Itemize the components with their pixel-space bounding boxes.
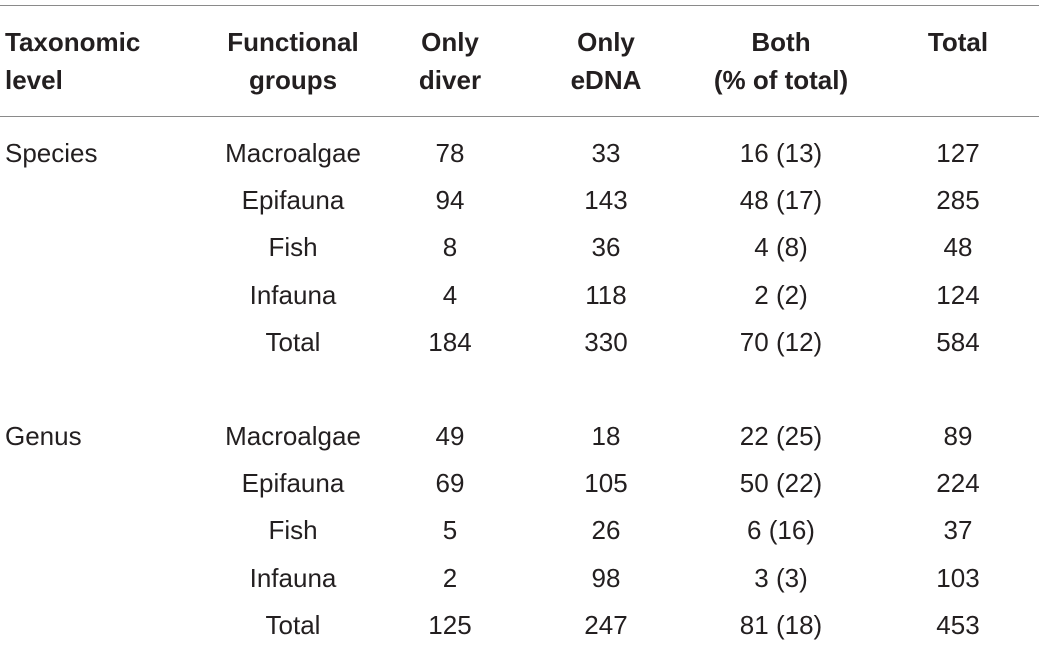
- table-cell: 81 (18): [739, 609, 823, 640]
- table-cell: Total: [265, 609, 321, 640]
- table-cell: 330: [584, 326, 628, 357]
- header-cell: Total: [927, 27, 989, 57]
- header-rule: [0, 116, 1039, 117]
- header-cell: groups: [248, 65, 338, 95]
- table-cell: 48 (17): [739, 185, 823, 216]
- table-cell: Macroalgae: [225, 138, 361, 168]
- table-cell: 6 (16): [747, 515, 815, 546]
- table-cell: 16 (13): [739, 138, 823, 168]
- table-cell: 49: [435, 421, 465, 451]
- table-cell: 247: [584, 609, 628, 640]
- table-cell: 37: [943, 515, 973, 546]
- table-cell: 18: [591, 421, 621, 451]
- table-cell: 4: [442, 279, 458, 310]
- table-cell: 5: [442, 515, 458, 546]
- table-cell: 127: [936, 138, 980, 168]
- table-cell: 453: [936, 609, 980, 640]
- table-cell: 224: [936, 468, 980, 499]
- top-rule: [0, 5, 1039, 6]
- table-cell: Fish: [268, 232, 318, 263]
- table-cell: 26: [591, 515, 621, 546]
- header-cell: diver: [418, 65, 482, 95]
- table-cell: 105: [584, 468, 628, 499]
- table-cell: 94: [435, 185, 465, 216]
- table-cell: 2 (2): [754, 279, 808, 310]
- table-cell: 143: [584, 185, 628, 216]
- table-cell: 98: [591, 562, 621, 593]
- table-cell: Fish: [268, 515, 318, 546]
- header-cell: Only: [421, 27, 479, 57]
- table-cell: 69: [435, 468, 465, 499]
- table-cell: 8: [442, 232, 458, 263]
- header-cell: Only: [577, 27, 635, 57]
- table-cell: 70 (12): [739, 326, 823, 357]
- table-cell: 125: [428, 609, 472, 640]
- table-cell: Epifauna: [241, 468, 345, 499]
- table-cell: 118: [585, 279, 627, 310]
- table-cell: 33: [591, 138, 621, 168]
- table-cell: Infauna: [249, 279, 337, 310]
- table-cell: 103: [936, 562, 980, 593]
- table-cell: 48: [943, 232, 973, 263]
- table-cell: 2: [442, 562, 458, 593]
- header-cell: level: [5, 65, 63, 95]
- header-cell: Functional: [227, 27, 359, 57]
- level-cell: Species: [5, 138, 98, 168]
- table-cell: Total: [265, 326, 321, 357]
- table-cell: 22 (25): [739, 421, 823, 451]
- header-cell: eDNA: [570, 65, 642, 95]
- table-cell: 285: [936, 185, 980, 216]
- table-cell: 78: [435, 138, 465, 168]
- header-cell: Taxonomic: [5, 27, 141, 57]
- level-cell: Genus: [5, 421, 82, 451]
- table-cell: 36: [591, 232, 621, 263]
- header-cell: (% of total): [713, 65, 849, 95]
- table-cell: 3 (3): [754, 562, 808, 593]
- table-cell: Epifauna: [241, 185, 345, 216]
- table-cell: 50 (22): [739, 468, 823, 499]
- table-cell: 4 (8): [754, 232, 808, 263]
- table-cell: Infauna: [249, 562, 337, 593]
- header-cell: Both: [751, 27, 811, 57]
- table-cell: 184: [428, 326, 472, 357]
- table-cell: Macroalgae: [225, 421, 361, 451]
- table-cell: 89: [943, 421, 973, 451]
- table-cell: 124: [936, 279, 980, 310]
- table-cell: 584: [936, 326, 980, 357]
